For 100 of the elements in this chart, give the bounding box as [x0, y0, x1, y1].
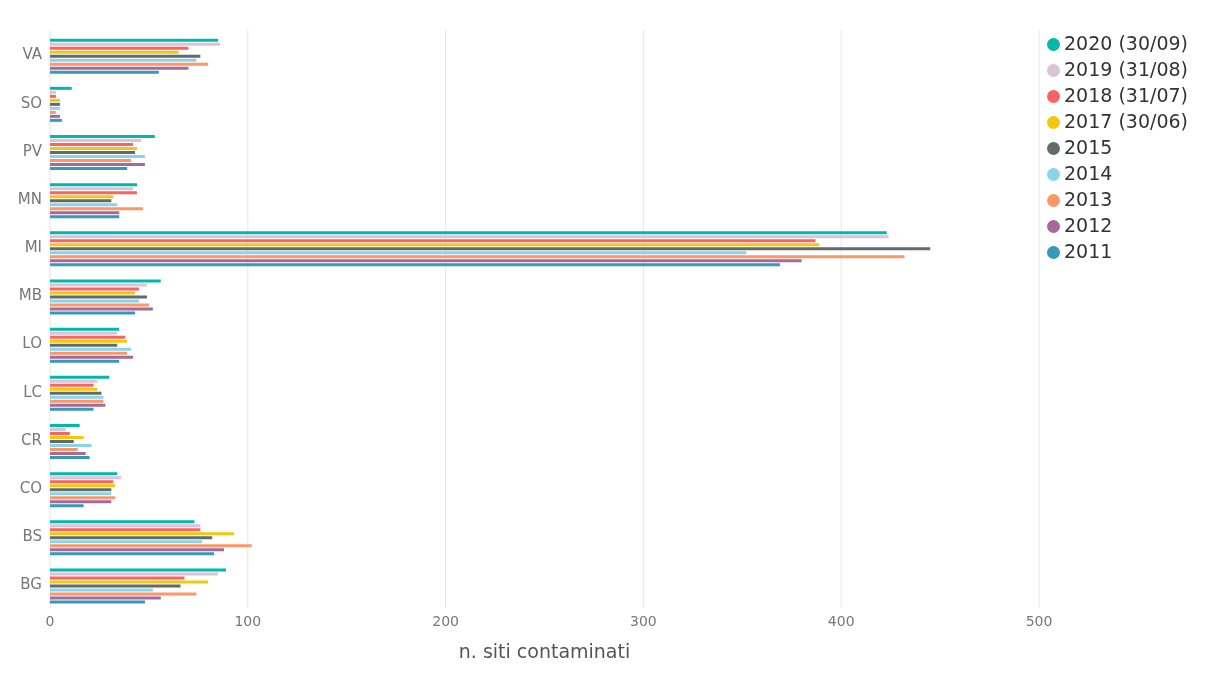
bar [50, 576, 185, 580]
x-tick-label: 300 [630, 612, 657, 629]
bar [50, 211, 120, 215]
bar [50, 476, 122, 480]
bar [50, 239, 816, 243]
bar [50, 596, 161, 600]
bar [50, 106, 60, 110]
bar [50, 299, 140, 303]
y-tick-label: MB [18, 286, 42, 305]
bar [50, 46, 189, 50]
bar [50, 355, 134, 359]
bar [50, 351, 128, 355]
bar [50, 480, 114, 484]
legend-label: 2019 (31/08) [1064, 58, 1188, 80]
legend-label: 2018 (31/07) [1064, 84, 1188, 106]
y-tick-label: LC [23, 382, 42, 401]
bar [50, 215, 120, 219]
x-tick-label: 400 [827, 612, 855, 629]
y-tick-label: CO [19, 478, 42, 497]
bar [50, 147, 138, 150]
bar [50, 548, 225, 552]
bar [50, 600, 145, 604]
bar [50, 143, 134, 146]
bar [50, 191, 138, 195]
bar [50, 452, 86, 455]
bar [50, 247, 931, 251]
bar [50, 536, 213, 540]
legend-label: 2012 [1064, 214, 1113, 236]
bar [50, 379, 98, 383]
bar [50, 448, 78, 451]
bar [50, 62, 209, 66]
bar [50, 592, 197, 596]
legend-label: 2020 (30/09) [1064, 32, 1188, 54]
bar [50, 243, 820, 247]
bar [50, 66, 189, 70]
bar [50, 287, 140, 291]
y-tick-label: LO [22, 334, 42, 353]
legend-label: 2014 [1064, 162, 1113, 184]
bar [50, 295, 147, 299]
bar [50, 58, 197, 62]
bar [50, 42, 221, 46]
bar [50, 532, 234, 536]
bar [50, 488, 112, 492]
bar [50, 395, 104, 399]
bar [50, 524, 201, 528]
bar [50, 203, 118, 207]
y-tick-label: CR [21, 430, 42, 449]
bar [50, 38, 219, 42]
bar [50, 114, 60, 118]
bar [50, 135, 155, 138]
bar [50, 199, 112, 203]
bar [50, 231, 887, 235]
bar [50, 110, 56, 114]
bar [50, 544, 252, 548]
y-tick-label: VA [22, 45, 43, 64]
bar [50, 90, 56, 94]
bar [50, 343, 118, 347]
bar [50, 263, 780, 267]
bar [50, 251, 747, 255]
bar [50, 102, 60, 106]
bar [50, 568, 227, 572]
bar [50, 444, 92, 447]
bar [50, 50, 179, 54]
bar [50, 279, 161, 283]
y-tick-label: SO [20, 93, 42, 112]
bar [50, 520, 195, 524]
bar [50, 347, 132, 351]
bar [50, 311, 136, 315]
bar [50, 70, 159, 74]
bar [50, 472, 118, 476]
bar [50, 399, 104, 403]
y-tick-label: BS [22, 527, 42, 546]
bar [50, 375, 110, 379]
bar [50, 139, 141, 142]
legend-label: 2013 [1064, 188, 1113, 210]
bar [50, 283, 147, 287]
x-axis-title: n. siti contaminati [458, 640, 631, 662]
bar [50, 307, 153, 311]
bar [50, 163, 145, 166]
bar [50, 195, 114, 199]
bar [50, 335, 126, 339]
bar [50, 584, 181, 588]
bar [50, 580, 209, 584]
x-tick-label: 0 [45, 612, 55, 629]
y-tick-label: BG [20, 575, 42, 594]
bar [50, 391, 102, 395]
bar [50, 407, 94, 411]
bar [50, 432, 70, 435]
x-tick-label: 200 [432, 612, 459, 629]
bar [50, 303, 149, 307]
bar [50, 167, 128, 170]
legend-label: 2011 [1064, 240, 1113, 262]
bar [50, 359, 120, 363]
bar [50, 436, 84, 439]
x-tick-label: 100 [234, 612, 262, 629]
bar [50, 424, 80, 427]
bar [50, 187, 134, 191]
bar [50, 387, 98, 391]
bar [50, 291, 136, 295]
bar [50, 500, 112, 504]
